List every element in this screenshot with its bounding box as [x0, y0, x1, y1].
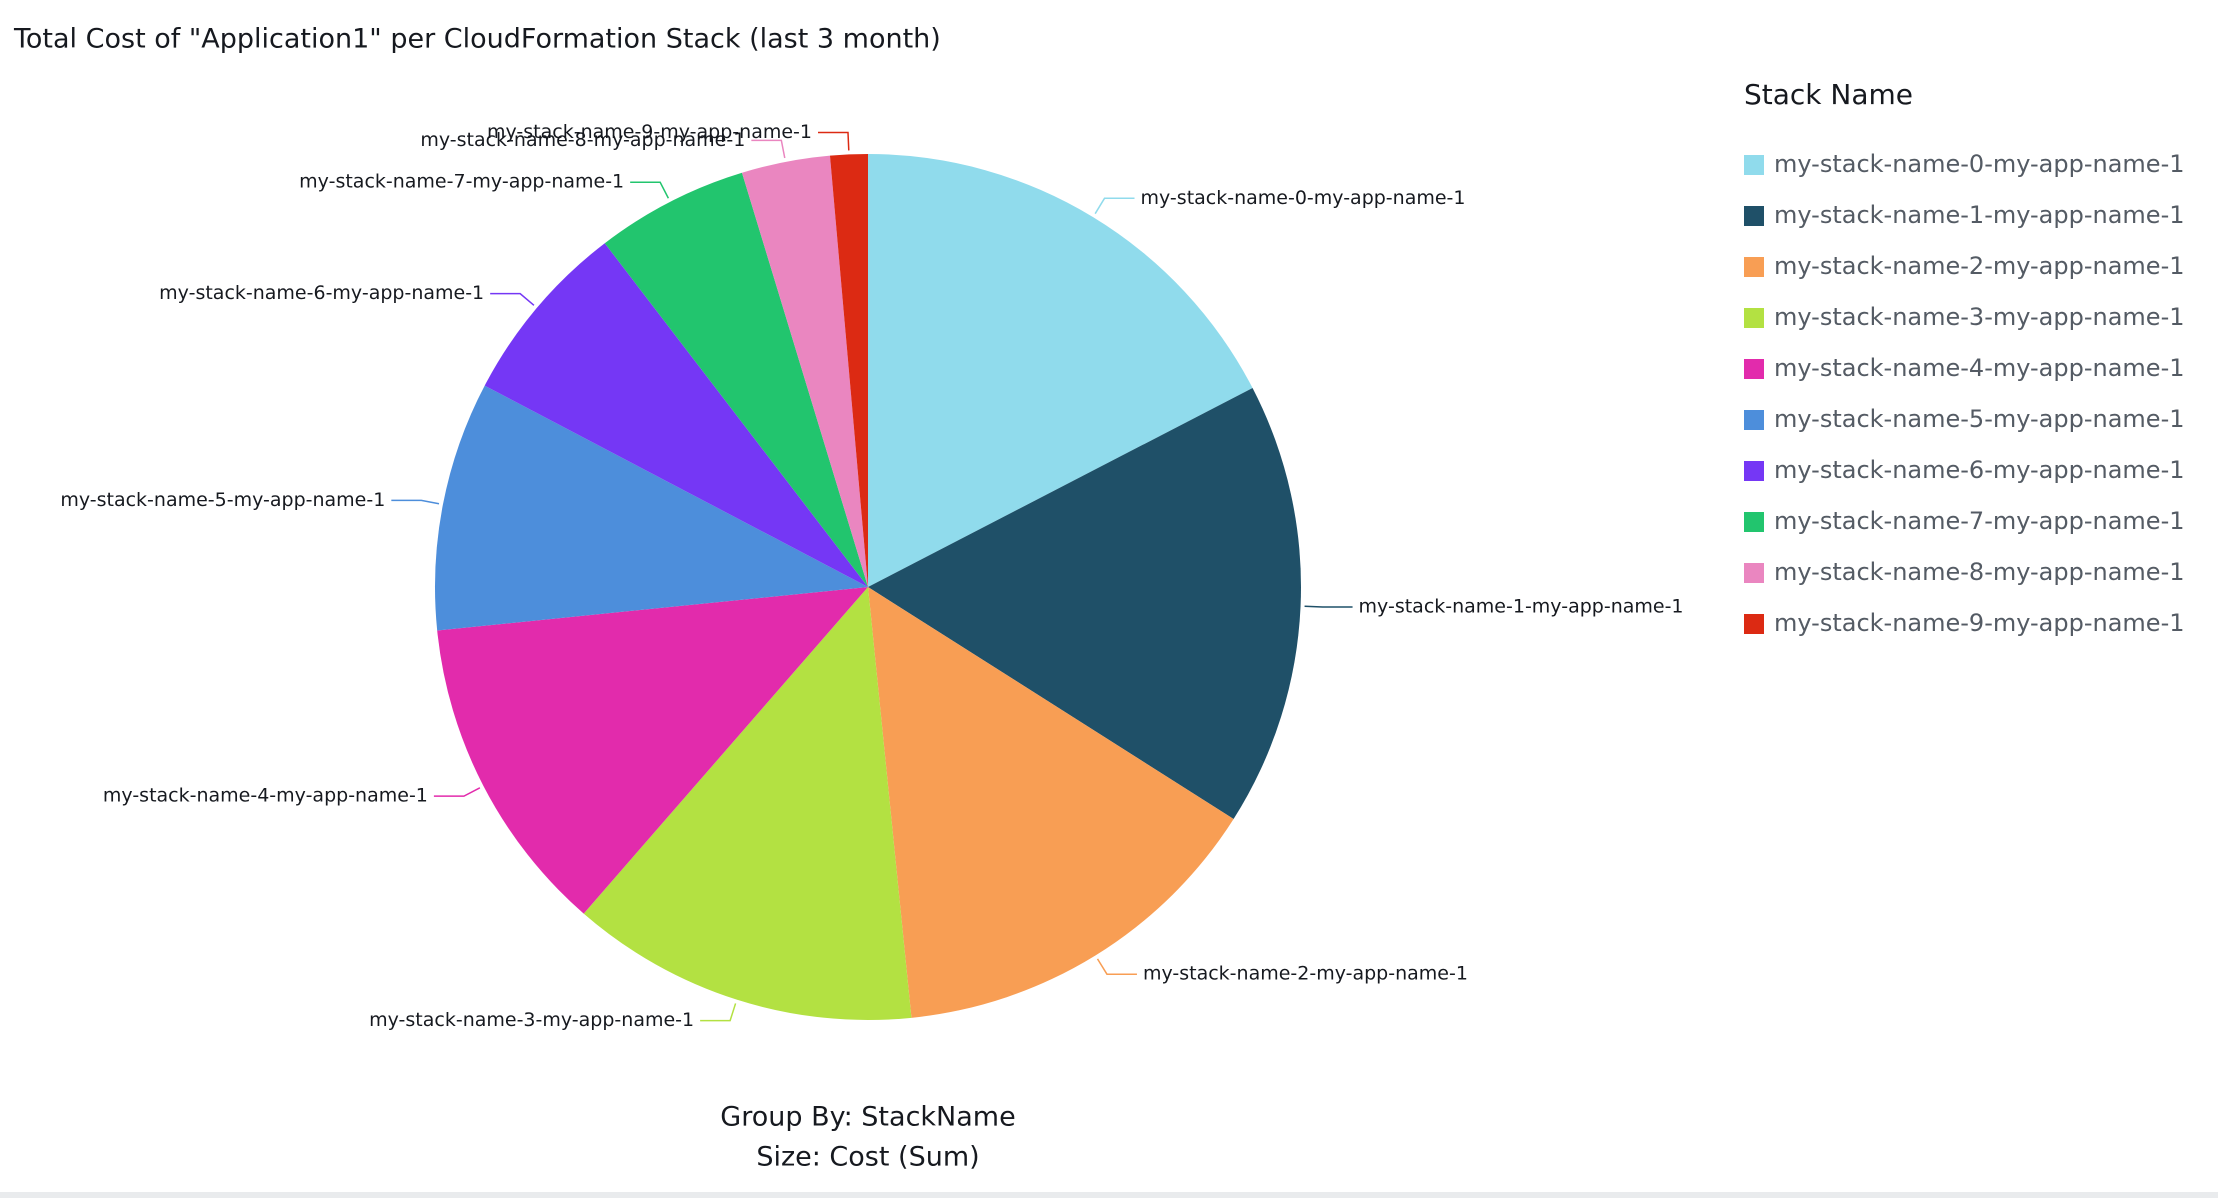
- legend-swatch: [1744, 206, 1764, 226]
- pie-slice: [868, 388, 1301, 820]
- slice-label: my-stack-name-8-my-app-name-1: [420, 129, 745, 151]
- legend-label: my-stack-name-2-my-app-name-1: [1774, 252, 2185, 280]
- leader-line: [751, 139, 786, 159]
- legend-label: my-stack-name-3-my-app-name-1: [1774, 303, 2185, 331]
- leader-line: [391, 499, 440, 505]
- legend-label: my-stack-name-8-my-app-name-1: [1774, 558, 2185, 586]
- slice-label: my-stack-name-3-my-app-name-1: [369, 1009, 694, 1031]
- chart-title: Total Cost of "Application1" per CloudFo…: [13, 24, 941, 55]
- annotation: Size: Cost (Sum): [756, 1142, 979, 1173]
- bottom-bar: [0, 1192, 2218, 1198]
- legend-swatch: [1744, 512, 1764, 532]
- legend-swatch: [1744, 359, 1764, 379]
- slice-label: my-stack-name-4-my-app-name-1: [103, 785, 428, 807]
- slice-label: my-stack-name-2-my-app-name-1: [1143, 963, 1468, 985]
- legend-swatch: [1744, 308, 1764, 328]
- legend-label: my-stack-name-5-my-app-name-1: [1774, 405, 2185, 433]
- pie-slice: [437, 587, 868, 914]
- slice-label: my-stack-name-7-my-app-name-1: [299, 171, 624, 193]
- pie-slice: [868, 154, 1253, 587]
- pie-slice: [484, 243, 868, 588]
- legend-swatch: [1744, 155, 1764, 175]
- pie-slice: [604, 172, 868, 587]
- pie-slice: [583, 587, 912, 1020]
- legend-label: my-stack-name-9-my-app-name-1: [1774, 609, 2185, 637]
- legend-label: my-stack-name-6-my-app-name-1: [1774, 456, 2185, 484]
- leader-line: [817, 131, 850, 151]
- annotation: Group By: StackName: [720, 1102, 1015, 1133]
- leader-line: [630, 181, 670, 199]
- slice-label: my-stack-name-0-my-app-name-1: [1141, 187, 1466, 209]
- pie-slice: [829, 154, 868, 587]
- legend-swatch: [1744, 257, 1764, 277]
- legend-label: my-stack-name-1-my-app-name-1: [1774, 201, 2185, 229]
- slice-label: my-stack-name-9-my-app-name-1: [487, 121, 812, 143]
- legend-label: my-stack-name-0-my-app-name-1: [1774, 150, 2185, 178]
- pie-slice: [435, 385, 868, 631]
- leader-line: [433, 787, 481, 797]
- leader-line: [700, 1003, 737, 1022]
- slice-label: my-stack-name-1-my-app-name-1: [1359, 596, 1684, 618]
- leader-line: [1096, 958, 1137, 975]
- legend-label: my-stack-name-4-my-app-name-1: [1774, 354, 2185, 382]
- leader-line: [1094, 197, 1135, 215]
- slice-label: my-stack-name-5-my-app-name-1: [60, 489, 385, 511]
- legend-label: my-stack-name-7-my-app-name-1: [1774, 507, 2185, 535]
- legend-title: Stack Name: [1744, 78, 1913, 111]
- legend-swatch: [1744, 614, 1764, 634]
- leader-line: [490, 292, 535, 306]
- legend-swatch: [1744, 461, 1764, 481]
- legend-swatch: [1744, 410, 1764, 430]
- leader-line: [1304, 605, 1353, 608]
- slice-label: my-stack-name-6-my-app-name-1: [159, 282, 484, 304]
- legend-swatch: [1744, 563, 1764, 583]
- pie-slice: [741, 155, 868, 588]
- pie-slice: [868, 587, 1234, 1018]
